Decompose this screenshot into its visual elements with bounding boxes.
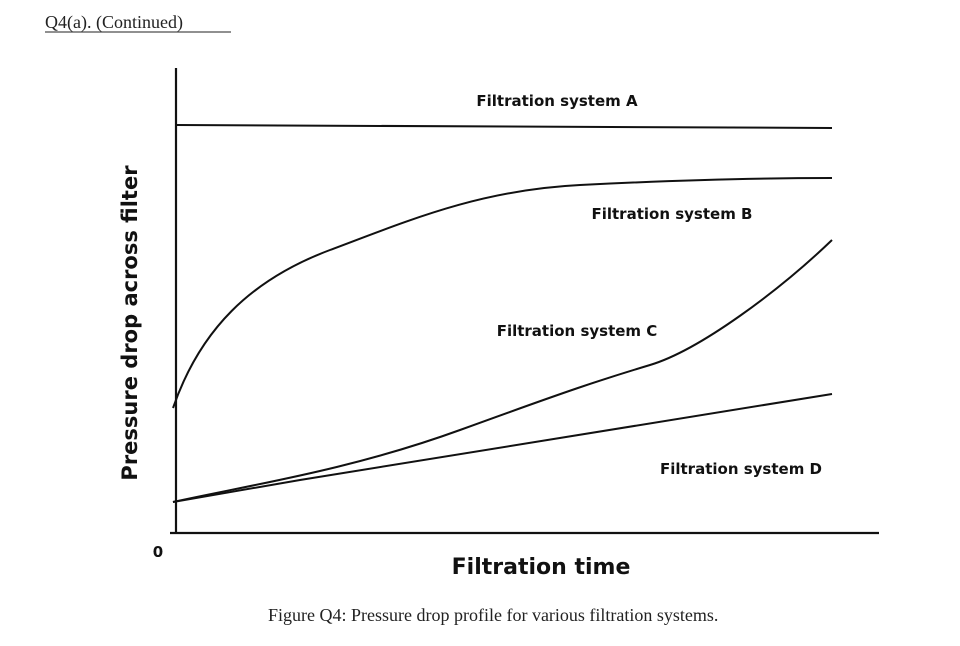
curve-b xyxy=(172,177,833,409)
curve-label: Filtration system C xyxy=(497,322,658,340)
figure-caption: Figure Q4: Pressure drop profile for var… xyxy=(268,605,718,625)
curve-label: Filtration system A xyxy=(476,92,638,110)
curve-label: Filtration system D xyxy=(660,460,822,478)
header-title: Q4(a). (Continued) xyxy=(45,12,183,33)
origin-label: 0 xyxy=(153,543,163,561)
y-axis-label: Pressure drop across filter xyxy=(118,165,142,481)
curve-a xyxy=(175,124,833,129)
curve-c xyxy=(172,239,833,503)
curve-label: Filtration system B xyxy=(591,205,752,223)
curve-d xyxy=(172,393,833,503)
x-axis-label: Filtration time xyxy=(452,555,631,580)
